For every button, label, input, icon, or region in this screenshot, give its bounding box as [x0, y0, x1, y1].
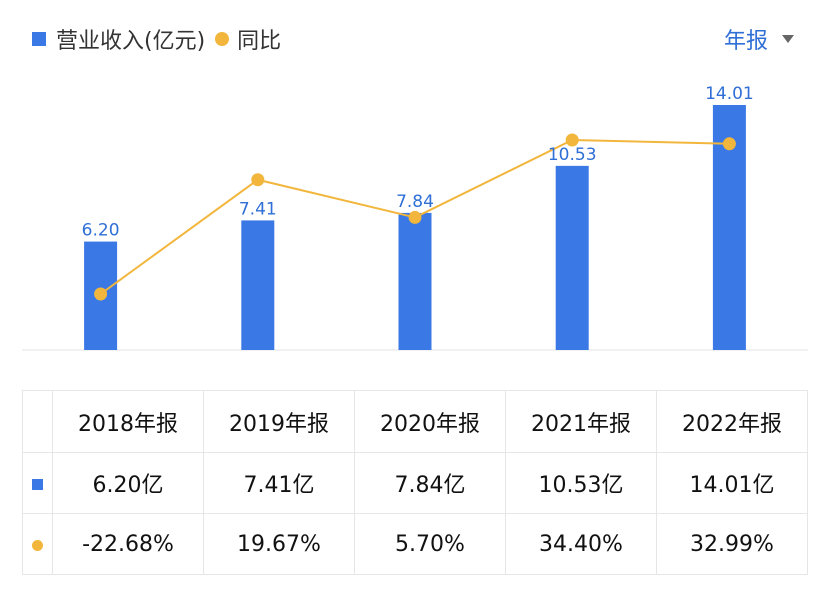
revenue-cell: 6.20亿 — [52, 452, 204, 514]
yoy-cell: 19.67% — [203, 513, 355, 575]
revenue-bar-label: 7.84 — [396, 192, 434, 212]
yoy-legend-marker — [215, 32, 230, 46]
revenue-row: 6.20亿 7.41亿 7.84亿 10.53亿 14.01亿 — [22, 452, 808, 514]
revenue-cell: 7.84亿 — [354, 452, 506, 514]
table-header-cell: 2022年报 — [656, 390, 808, 453]
revenue-bar — [555, 165, 589, 350]
period-select-value: 年报 — [723, 29, 768, 54]
revenue-cell: 14.01亿 — [656, 452, 808, 514]
revenue-bar-label: 7.41 — [239, 199, 277, 219]
revenue-bar-label: 14.01 — [705, 84, 754, 104]
yoy-row: -22.68% 19.67% 5.70% 34.40% 32.99% — [22, 513, 808, 575]
revenue-chart: 6.20 7.41 7.84 10.53 14.01 — [22, 84, 808, 351]
revenue-cell: 10.53亿 — [505, 452, 657, 514]
period-select[interactable]: 年报 — [724, 24, 794, 54]
revenue-bar — [241, 220, 275, 350]
data-table: 2018年报 2019年报 2020年报 2021年报 2022年报 6.20亿… — [22, 390, 808, 575]
revenue-bar — [398, 212, 432, 350]
table-header-cell: 2019年报 — [203, 390, 355, 453]
table-header-cell: 2021年报 — [505, 390, 657, 453]
yoy-point — [722, 137, 736, 151]
caret-down-icon — [782, 35, 794, 43]
yoy-point — [251, 173, 265, 187]
table-header-cell: 2018年报 — [52, 390, 204, 453]
revenue-cell: 7.41亿 — [203, 452, 355, 514]
revenue-legend-marker — [32, 32, 46, 46]
revenue-row-marker — [32, 478, 43, 490]
table-header-row: 2018年报 2019年报 2020年报 2021年报 2022年报 — [22, 390, 808, 453]
yoy-point — [565, 133, 579, 147]
yoy-row-marker-cell — [22, 513, 53, 575]
chart-legend: 营业收入(亿元) 同比 — [32, 24, 281, 54]
table-corner-cell — [22, 390, 53, 453]
yoy-cell: 32.99% — [656, 513, 808, 575]
revenue-bar-label: 6.20 — [82, 221, 120, 241]
table-header-cell: 2020年报 — [354, 390, 506, 453]
yoy-row-marker — [32, 539, 43, 551]
yoy-cell: -22.68% — [52, 513, 204, 575]
revenue-row-marker-cell — [22, 452, 53, 514]
revenue-legend-label: 营业收入(亿元) — [56, 29, 206, 54]
yoy-cell: 5.70% — [354, 513, 506, 575]
yoy-cell: 34.40% — [505, 513, 657, 575]
revenue-bar-label: 10.53 — [548, 145, 597, 165]
yoy-legend-label: 同比 — [237, 29, 282, 54]
yoy-point — [94, 287, 108, 301]
yoy-point — [408, 210, 422, 224]
